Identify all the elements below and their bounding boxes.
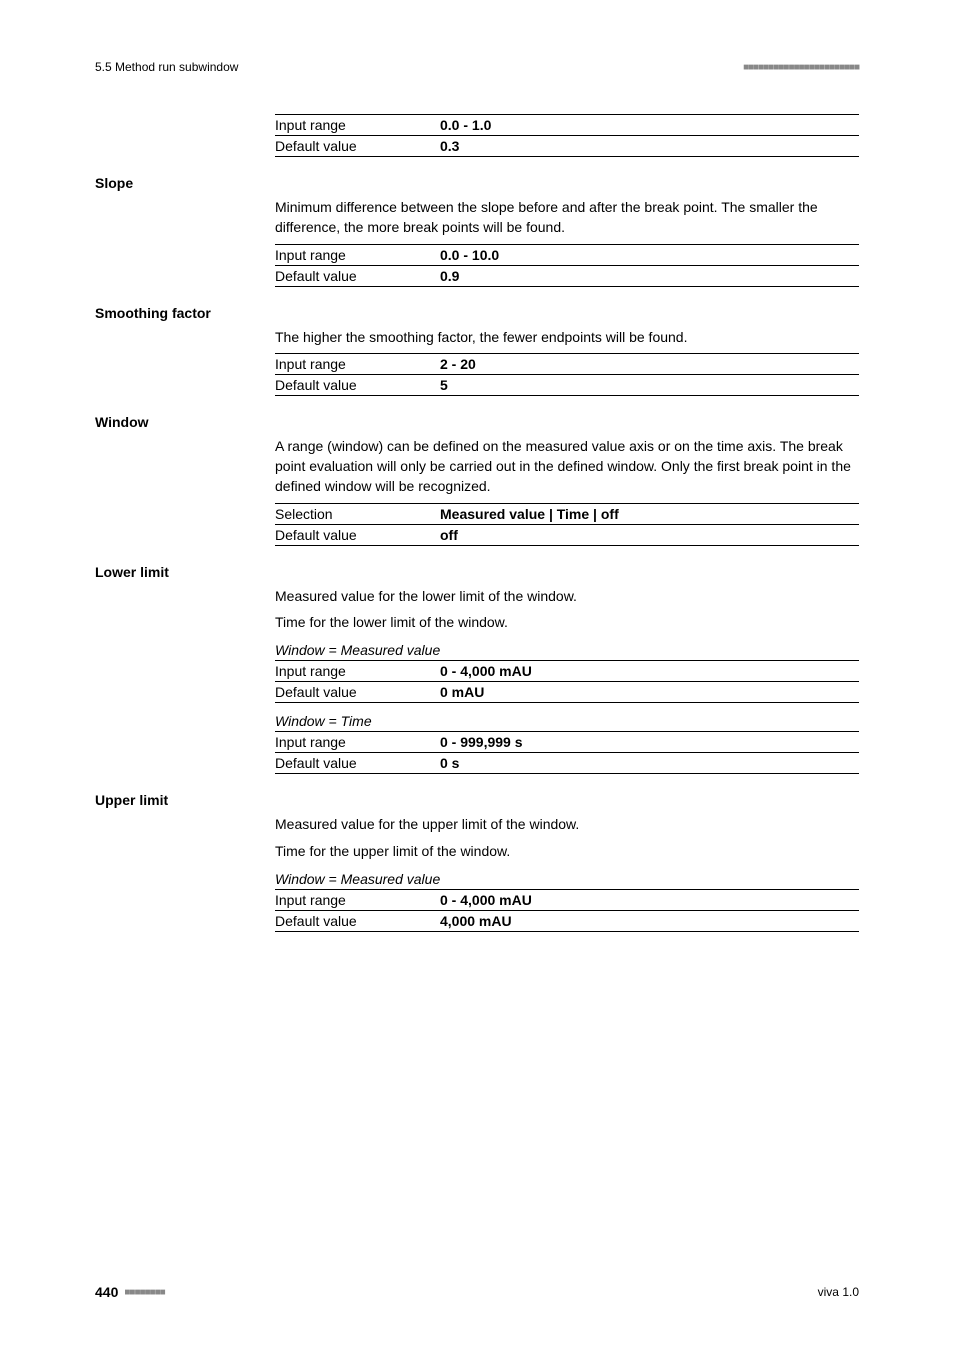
footer-decoration: ■■■■■■■■ [124,1287,164,1298]
page-content: Input range 0.0 - 1.0 Default value 0.3 … [95,114,859,932]
kv-value: 4,000 mAU [440,913,859,929]
kv-value: 0.3 [440,138,859,154]
kv-value: 0 - 4,000 mAU [440,663,859,679]
kv-key: Input range [275,117,440,133]
upper-desc-2: Time for the upper limit of the window. [275,841,859,861]
top-kv-table: Input range 0.0 - 1.0 Default value 0.3 [275,114,859,157]
kv-key: Input range [275,734,440,750]
page-header: 5.5 Method run subwindow ■■■■■■■■■■■■■■■… [95,60,859,74]
window-kv-table: Selection Measured value | Time | off De… [275,503,859,546]
kv-value: 0 s [440,755,859,771]
window-description: A range (window) can be defined on the m… [275,436,859,497]
kv-key: Input range [275,663,440,679]
lower-caption-measured: Window = Measured value [275,642,859,658]
upper-mv-kv-table: Input range 0 - 4,000 mAU Default value … [275,889,859,932]
page-number: 440 [95,1284,118,1300]
lower-desc-2: Time for the lower limit of the window. [275,612,859,632]
window-heading: Window [95,414,859,430]
upper-limit-heading: Upper limit [95,792,859,808]
kv-key: Default value [275,913,440,929]
smoothing-kv-table: Input range 2 - 20 Default value 5 [275,353,859,396]
slope-heading: Slope [95,175,859,191]
kv-key: Input range [275,892,440,908]
kv-value: 0.0 - 1.0 [440,117,859,133]
kv-key: Default value [275,527,440,543]
kv-value: 0 - 4,000 mAU [440,892,859,908]
upper-caption-measured: Window = Measured value [275,871,859,887]
kv-key: Input range [275,356,440,372]
lower-desc-1: Measured value for the lower limit of th… [275,586,859,606]
kv-value: 2 - 20 [440,356,859,372]
kv-value: 0.9 [440,268,859,284]
page-footer: 440 ■■■■■■■■ viva 1.0 [95,1284,859,1300]
kv-key: Input range [275,247,440,263]
kv-value: 0.0 - 10.0 [440,247,859,263]
slope-kv-table: Input range 0.0 - 10.0 Default value 0.9 [275,244,859,287]
kv-value: 5 [440,377,859,393]
kv-key: Default value [275,268,440,284]
smoothing-heading: Smoothing factor [95,305,859,321]
kv-key: Selection [275,506,440,522]
lower-limit-heading: Lower limit [95,564,859,580]
kv-value: off [440,527,859,543]
slope-description: Minimum difference between the slope bef… [275,197,859,238]
kv-value: 0 - 999,999 s [440,734,859,750]
kv-value: Measured value | Time | off [440,506,859,522]
kv-key: Default value [275,138,440,154]
kv-key: Default value [275,755,440,771]
kv-value: 0 mAU [440,684,859,700]
lower-time-kv-table: Input range 0 - 999,999 s Default value … [275,731,859,774]
footer-right-text: viva 1.0 [818,1285,859,1299]
kv-key: Default value [275,377,440,393]
smoothing-description: The higher the smoothing factor, the few… [275,327,859,347]
upper-desc-1: Measured value for the upper limit of th… [275,814,859,834]
header-decoration: ■■■■■■■■■■■■■■■■■■■■■■■ [743,62,859,73]
section-reference: 5.5 Method run subwindow [95,60,238,74]
lower-mv-kv-table: Input range 0 - 4,000 mAU Default value … [275,660,859,703]
lower-caption-time: Window = Time [275,713,859,729]
kv-key: Default value [275,684,440,700]
